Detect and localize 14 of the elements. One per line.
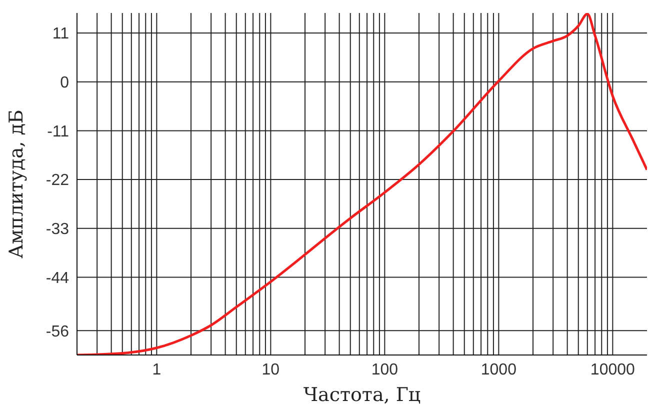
y-axis-title: Амплитуда, дБ	[6, 109, 28, 259]
x-tick-label: 100	[371, 361, 398, 378]
y-tick-label: -44	[46, 270, 70, 287]
y-tick-label: 0	[60, 74, 70, 92]
y-tick-label: -22	[46, 172, 70, 190]
y-tick-label: 11	[52, 26, 70, 43]
y-tick-label: -33	[46, 221, 70, 238]
x-axis-title: Частота, Гц	[303, 384, 421, 406]
x-tick-label: 10	[262, 361, 280, 378]
x-tick-label: 10000	[590, 361, 636, 378]
x-tick-label: 1	[152, 361, 162, 378]
y-tick-label: -56	[46, 323, 70, 340]
x-tick-label: 1000	[480, 361, 517, 378]
y-tick-label: -11	[47, 123, 70, 140]
